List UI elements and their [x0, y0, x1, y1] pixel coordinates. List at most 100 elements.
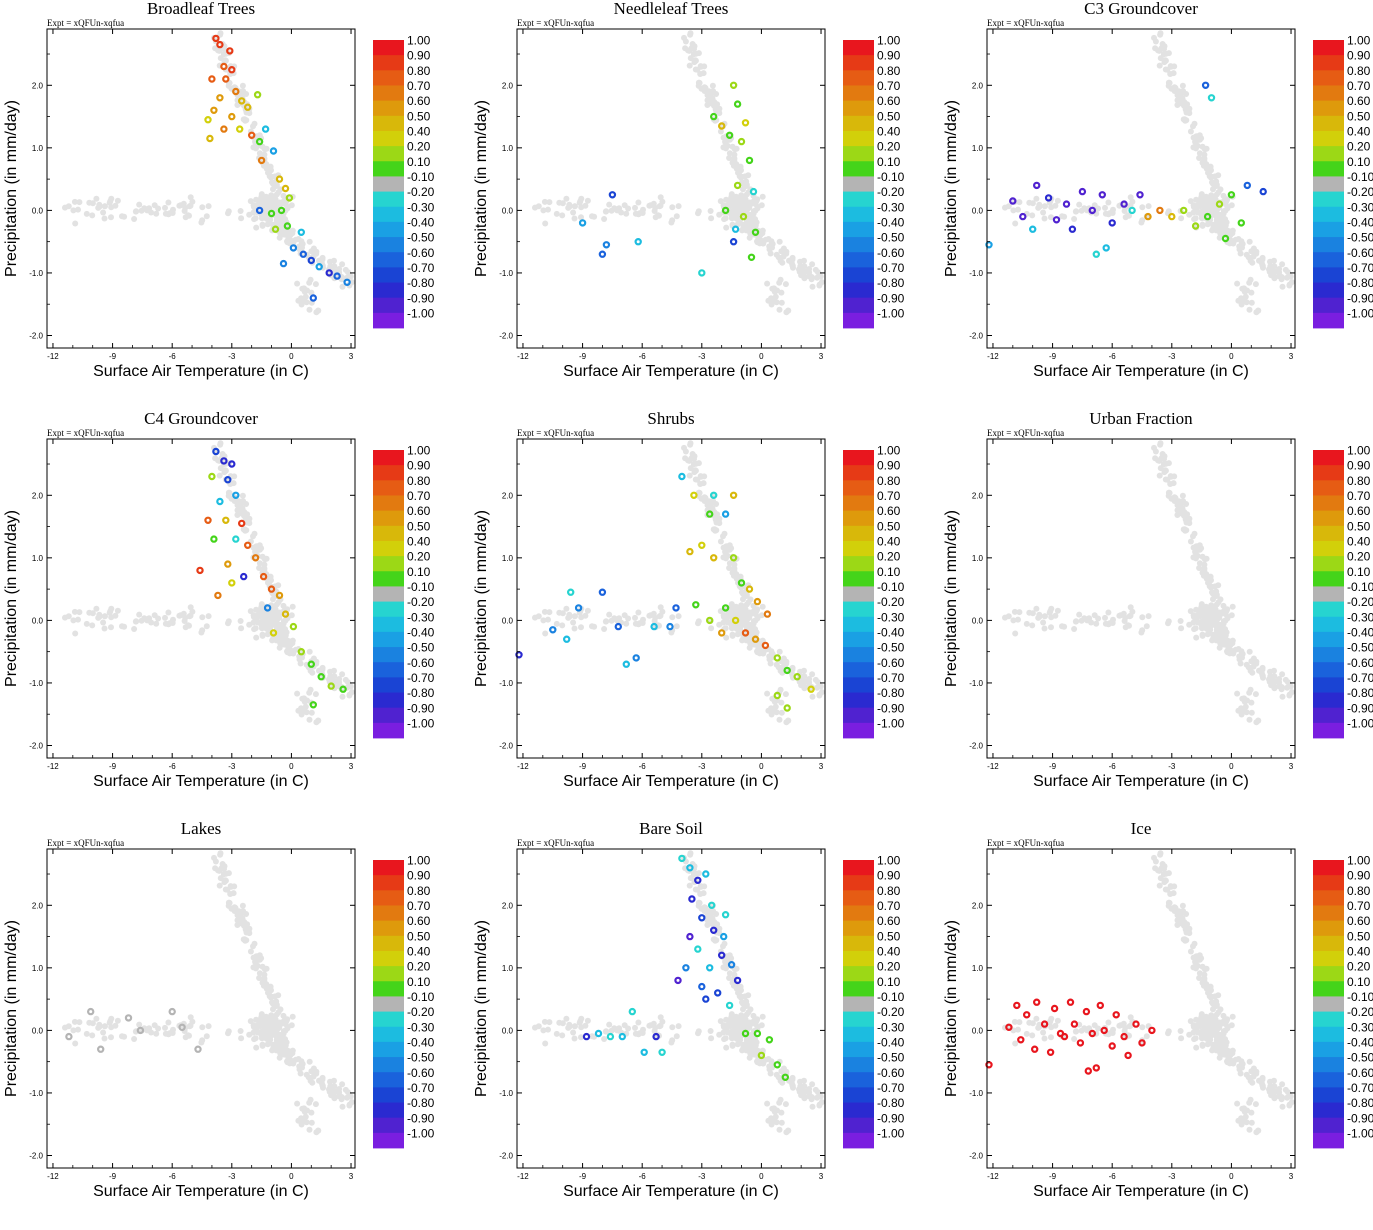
- background-point: [817, 683, 823, 689]
- background-point: [1215, 992, 1221, 998]
- colorbar-swatch: [843, 921, 874, 937]
- background-point: [698, 474, 704, 480]
- colorbar-label: -0.80: [407, 686, 435, 700]
- colorbar-label: 0.50: [877, 519, 901, 533]
- x-tick-label: 0: [1229, 352, 1234, 361]
- x-tick-label: -9: [1049, 762, 1057, 771]
- colorbar-label: -0.60: [407, 246, 435, 260]
- x-tick-label: 0: [759, 762, 764, 771]
- background-point: [1144, 623, 1150, 629]
- data-point: [1018, 1037, 1023, 1042]
- background-point: [347, 1093, 353, 1099]
- background-point: [735, 625, 741, 631]
- data-point: [1098, 1003, 1103, 1008]
- background-point: [1166, 1028, 1172, 1034]
- colorbar-label: 1.00: [407, 34, 431, 48]
- background-point: [217, 852, 223, 858]
- colorbar-label: 0.40: [407, 535, 431, 549]
- y-tick-label: 0.0: [32, 206, 44, 215]
- y-tick-label: 2.0: [502, 81, 514, 90]
- background-point: [1166, 80, 1172, 86]
- background-point: [304, 1072, 310, 1078]
- background-point: [1210, 1001, 1216, 1007]
- background-point: [72, 199, 78, 205]
- data-point: [229, 461, 234, 466]
- background-point: [1042, 626, 1048, 632]
- background-point: [1209, 195, 1215, 201]
- background-point: [308, 1097, 314, 1103]
- colorbar-swatch: [1313, 495, 1344, 511]
- background-point: [632, 1025, 638, 1031]
- background-point: [1173, 905, 1179, 911]
- background-point: [72, 221, 78, 227]
- background-point: [162, 205, 168, 211]
- plot-frame: [517, 439, 825, 758]
- data-point: [1032, 1047, 1037, 1052]
- background-point: [1168, 64, 1174, 70]
- x-tick-label: -6: [169, 352, 177, 361]
- colorbar-swatch: [843, 480, 874, 496]
- data-point: [755, 599, 760, 604]
- panel-title: C3 Groundcover: [1084, 0, 1198, 18]
- colorbar-label: 0.50: [407, 929, 431, 943]
- background-point: [698, 64, 704, 70]
- background-point: [1191, 135, 1197, 141]
- background-point: [89, 1032, 95, 1038]
- background-point: [681, 445, 687, 451]
- background-point: [566, 612, 572, 618]
- x-tick-label: 3: [349, 1172, 354, 1181]
- colorbar-label: -0.40: [1347, 626, 1373, 640]
- background-point: [226, 1028, 232, 1034]
- background-point: [1193, 625, 1199, 631]
- background-point: [1260, 1075, 1266, 1081]
- x-tick-label: -6: [639, 1172, 647, 1181]
- background-point: [1279, 1081, 1285, 1087]
- background-point: [1218, 186, 1224, 192]
- data-point: [739, 139, 744, 144]
- background-point: [264, 205, 270, 211]
- background-point: [1253, 691, 1259, 697]
- background-point: [1287, 282, 1293, 288]
- background-point: [165, 200, 171, 206]
- background-point: [1055, 1018, 1061, 1024]
- y-tick-label: -2.0: [499, 741, 513, 750]
- y-tick-label: -1.0: [499, 1089, 513, 1098]
- background-point: [1227, 1052, 1233, 1058]
- x-axis-label: Surface Air Temperature (in C): [1033, 363, 1249, 380]
- background-point: [611, 205, 617, 211]
- colorbar-label: 0.70: [1347, 489, 1371, 503]
- background-point: [162, 615, 168, 621]
- background-point: [713, 501, 719, 507]
- background-point: [261, 562, 267, 568]
- background-point: [1204, 615, 1210, 621]
- background-point: [774, 662, 780, 668]
- data-point: [263, 127, 268, 132]
- background-point: [1139, 204, 1145, 210]
- background-point: [1234, 1101, 1240, 1107]
- background-point: [206, 1023, 212, 1029]
- background-point: [240, 493, 246, 499]
- data-point: [1157, 208, 1162, 213]
- background-point: [343, 677, 349, 683]
- background-point: [747, 645, 753, 651]
- background-point: [302, 289, 308, 295]
- x-tick-label: -3: [1168, 762, 1176, 771]
- data-point: [735, 978, 740, 983]
- background-point: [1073, 619, 1079, 625]
- colorbar-swatch: [373, 1027, 404, 1043]
- background-point: [290, 1014, 296, 1020]
- background-point: [1042, 1036, 1048, 1042]
- data-point: [221, 64, 226, 69]
- x-tick-label: 3: [819, 762, 824, 771]
- data-point: [197, 568, 202, 573]
- y-tick-label: -2.0: [499, 1151, 513, 1160]
- colorbar-swatch: [843, 693, 874, 709]
- data-point: [1110, 1043, 1115, 1048]
- colorbar-swatch: [373, 85, 404, 101]
- y-tick-label: 2.0: [32, 901, 44, 910]
- background-point: [536, 203, 542, 209]
- colorbar-swatch: [843, 101, 874, 117]
- background-point: [238, 1035, 244, 1041]
- background-point: [723, 197, 729, 203]
- colorbar-swatch: [373, 1133, 404, 1149]
